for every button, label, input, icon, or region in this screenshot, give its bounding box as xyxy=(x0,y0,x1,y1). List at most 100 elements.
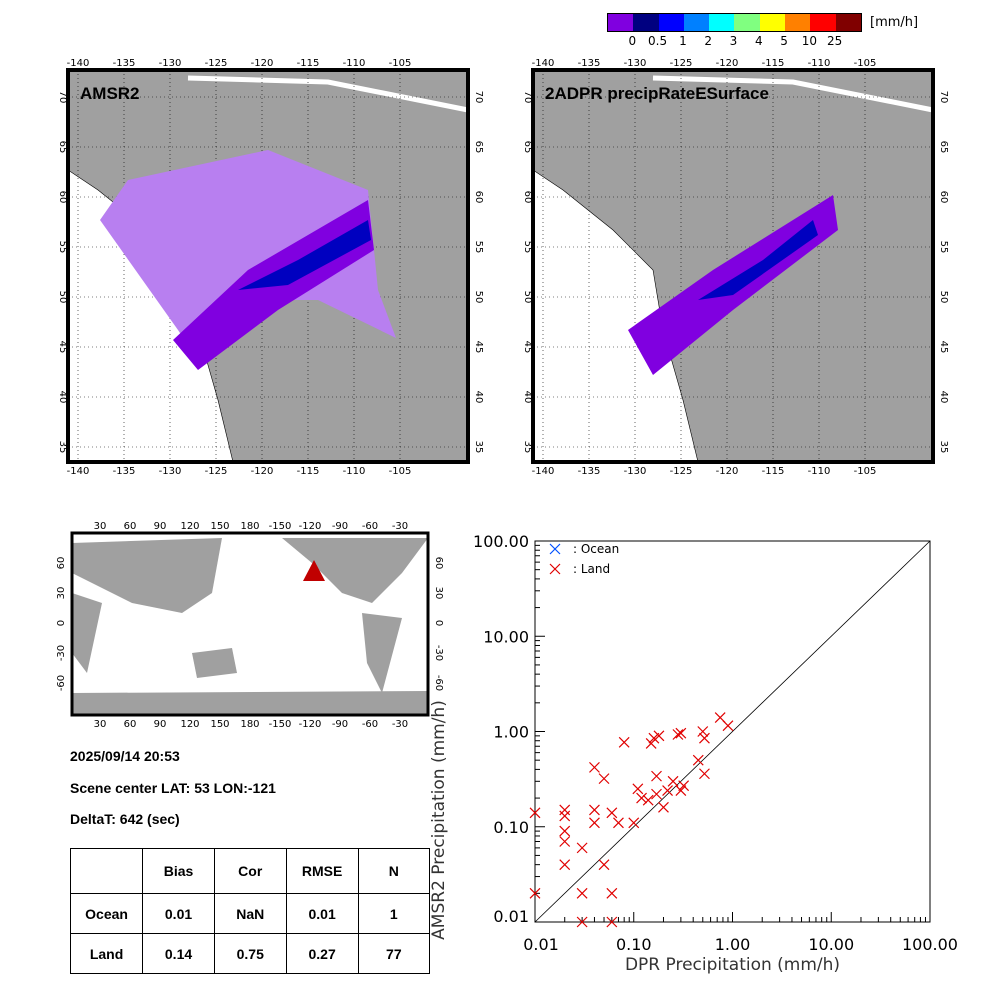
lat-tick: 30 xyxy=(433,587,444,600)
data-point xyxy=(613,817,624,829)
lon-tick: -120 xyxy=(251,58,274,69)
lat-tick: -60 xyxy=(433,675,444,691)
x-tick-label: 100.00 xyxy=(902,935,958,954)
lat-tick: 45 xyxy=(522,341,533,354)
lat-tick: 60 xyxy=(57,191,68,204)
lat-tick: 55 xyxy=(473,241,484,254)
lon-tick: 90 xyxy=(154,521,167,532)
lat-tick: 35 xyxy=(938,441,949,454)
data-point xyxy=(559,804,571,816)
colorbar-unit: [mm/h] xyxy=(870,15,919,30)
data-point xyxy=(559,836,571,847)
lat-tick: 35 xyxy=(522,441,533,454)
data-point xyxy=(699,732,710,744)
legend-marker xyxy=(549,543,561,555)
map-frame xyxy=(531,68,935,464)
cell: 0.27 xyxy=(285,933,359,974)
lon-tick: -105 xyxy=(389,466,412,477)
cell: 1 xyxy=(357,893,431,934)
lat-tick: 45 xyxy=(938,341,949,354)
colorbar-swatch xyxy=(734,14,760,31)
colorbar-label: 10 xyxy=(801,34,818,48)
table-row: Ocean 0.01 NaN 0.01 1 xyxy=(69,893,431,934)
cell: NaN xyxy=(213,893,287,934)
lon-tick: -140 xyxy=(67,466,90,477)
lon-tick: 150 xyxy=(210,521,229,532)
data-point xyxy=(653,730,665,742)
lon-tick: -105 xyxy=(389,58,412,69)
lon-tick: -90 xyxy=(332,719,348,730)
lon-tick: 60 xyxy=(124,521,137,532)
data-point xyxy=(642,794,654,806)
data-point xyxy=(559,825,571,837)
data-point xyxy=(559,810,571,822)
continent xyxy=(72,691,428,715)
colorbar-swatch xyxy=(633,14,659,31)
precip-heavy xyxy=(238,220,371,290)
colorbar-label: 5 xyxy=(780,34,788,48)
data-point xyxy=(529,807,541,819)
lon-tick: -125 xyxy=(205,58,228,69)
continent xyxy=(192,648,237,678)
lon-tick: -120 xyxy=(299,521,322,532)
lat-tick: 40 xyxy=(473,391,484,404)
lon-tick: -115 xyxy=(762,58,785,69)
colorbar-swatch xyxy=(759,14,786,31)
y-tick-label: 0.10 xyxy=(493,818,529,837)
data-point xyxy=(636,792,647,804)
lon-tick: -135 xyxy=(578,58,601,69)
data-point xyxy=(662,785,673,796)
lon-tick: -30 xyxy=(392,719,408,730)
data-point xyxy=(692,754,704,766)
y-tick-label: 1.00 xyxy=(493,723,529,742)
lon-tick: 30 xyxy=(94,521,107,532)
lat-tick: 30 xyxy=(56,587,67,600)
lon-tick: -150 xyxy=(269,719,292,730)
data-point xyxy=(678,780,690,792)
lat-tick: 55 xyxy=(938,241,949,254)
map-left-title: AMSR2 xyxy=(80,84,140,103)
lat-tick: 0 xyxy=(56,620,67,626)
lat-tick: 60 xyxy=(433,557,444,570)
lat-tick: -30 xyxy=(56,645,67,661)
data-point xyxy=(576,916,588,928)
colorbar-swatch xyxy=(785,14,811,31)
data-point xyxy=(667,775,679,787)
stats-table: Bias Cor RMSE N Ocean 0.01 NaN 0.01 1 Land 0.14 0… xyxy=(69,848,431,974)
cell: 77 xyxy=(357,933,431,974)
lon-tick: -110 xyxy=(808,58,831,69)
data-point xyxy=(529,887,541,899)
data-point xyxy=(559,859,571,871)
x-tick-label: 0.01 xyxy=(523,935,559,954)
lon-tick: -130 xyxy=(159,58,182,69)
scatter-plot: 0.01 0.01 0.10 0.10 1.00 1.00 10.00 10.00 100.00… xyxy=(429,532,958,975)
map-right-title: 2ADPR precipRateESurface xyxy=(545,84,769,103)
lat-tick: 40 xyxy=(57,391,68,404)
cell: 0.14 xyxy=(142,933,215,974)
lon-tick: -105 xyxy=(854,58,877,69)
lat-tick: 65 xyxy=(57,141,68,154)
scene-marker-icon xyxy=(303,560,325,581)
lon-tick: 180 xyxy=(240,521,259,532)
data-point xyxy=(606,887,618,899)
lon-tick: -125 xyxy=(670,466,693,477)
cell: 0.75 xyxy=(213,933,287,974)
lat-tick: 55 xyxy=(57,241,68,254)
lat-tick: 45 xyxy=(57,341,68,354)
continent xyxy=(282,538,428,603)
colorbar-label: 3 xyxy=(729,34,738,48)
lon-tick: -120 xyxy=(716,58,739,69)
lon-tick: -60 xyxy=(362,719,378,730)
lat-tick: -30 xyxy=(433,645,444,661)
lon-tick: 120 xyxy=(180,521,199,532)
data-point xyxy=(618,736,630,748)
delta-t: DeltaT: 642 (sec) xyxy=(70,811,180,827)
colorbar-label: 0 xyxy=(628,34,637,48)
lat-tick: -60 xyxy=(56,675,67,691)
lon-tick: -120 xyxy=(251,466,274,477)
lat-tick: 60 xyxy=(473,191,484,204)
legend-label: : Ocean xyxy=(573,542,619,556)
x-tick-label: 10.00 xyxy=(808,935,854,954)
colorbar-label: 0.5 xyxy=(648,34,668,48)
